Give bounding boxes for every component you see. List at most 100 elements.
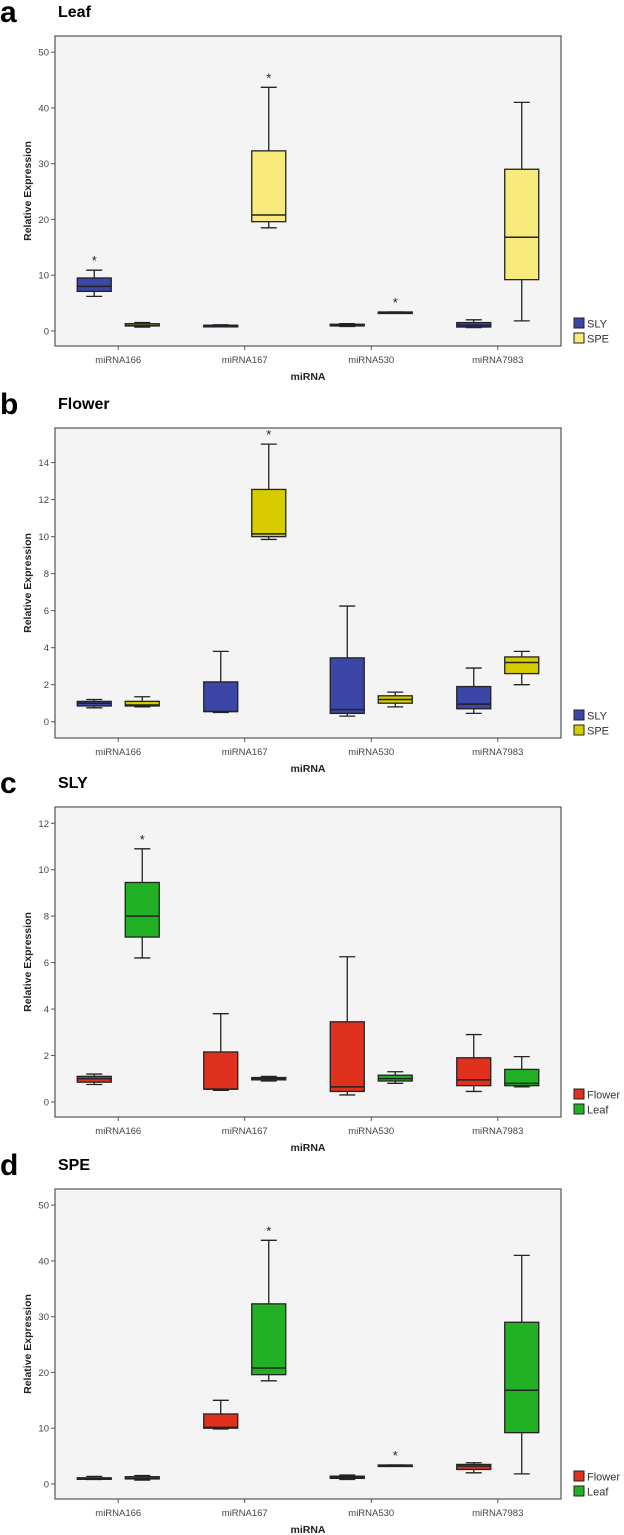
legend-label: SLY [587,319,608,331]
box-sly-mirna530 [329,605,365,717]
box-flower-mirna166 [76,1475,112,1481]
legend-swatch [573,1088,585,1100]
panel-label: b [0,388,19,421]
box-leaf-mirna530 [377,1071,413,1084]
box-flower-mirna167 [203,1399,239,1430]
y-tick-label: 2 [44,1051,49,1062]
x-tick-label: miRNA530 [348,1126,394,1137]
significance-asterisk: * [92,253,97,268]
significance-asterisk: * [266,70,271,85]
x-tick-label: miRNA166 [95,1508,141,1519]
y-tick-label: 8 [44,569,49,580]
y-tick-label: 20 [38,215,49,226]
significance-asterisk: * [266,1223,271,1238]
y-tick-label: 4 [44,643,49,654]
box-sly-mirna7983 [456,667,492,715]
y-tick-label: 10 [38,865,49,876]
boxplot-chart: 0 10 20 30 40 50 miRNA166 miRNA167 * miRNA530 * miR… [22,1188,620,1535]
box-leaf-mirna167 [251,1075,287,1082]
boxplot-chart: 0 2 4 6 8 10 12 14 miRNA166 miRNA167 * miRNA530 miRN… [22,427,609,774]
box-iqr [329,1021,365,1093]
y-tick-label: 10 [38,271,49,282]
y-tick-label: 12 [38,495,49,506]
box-sly-mirna166 [76,698,112,709]
y-tick-label: 30 [38,1312,49,1323]
box-flower-mirna166 [76,1073,112,1086]
x-tick-label: miRNA530 [348,1508,394,1519]
box-sly-mirna167 [203,650,239,714]
panel-c-sly: 0 2 4 6 8 10 12 miRNA166 * miRNA167 miRNA530 miRNA7… [0,767,624,1153]
box-iqr [504,168,540,281]
box-iqr [124,700,160,707]
box-flower-mirna167 [203,1013,239,1091]
box-leaf-mirna7983 [504,1254,540,1475]
significance-asterisk: * [266,427,271,442]
legend-label: SLY [587,711,608,723]
plot-area [54,1188,562,1500]
legend-swatch [573,709,585,721]
y-tick-label: 10 [38,1424,49,1435]
box-spe-mirna7983 [504,650,540,686]
significance-asterisk: * [393,295,398,310]
legend-label: SPE [587,334,609,346]
legend-label: Flower [587,1090,620,1102]
y-tick-label: 50 [38,1201,49,1212]
box-spe-mirna166 [124,321,160,328]
box-iqr [251,1303,287,1376]
legend-swatch [573,332,585,344]
y-tick-label: 10 [38,532,49,543]
x-tick-label: miRNA530 [348,355,394,366]
x-axis-label: miRNA [290,371,325,382]
box-flower-mirna530 [329,956,365,1096]
box-spe-mirna7983 [504,101,540,322]
x-axis-label: miRNA [290,1524,325,1535]
box-leaf-mirna166 [124,848,160,959]
legend-swatch [573,1470,585,1482]
legend-label: Flower [587,1472,620,1484]
legend-swatch [573,1103,585,1115]
box-spe-mirna167 [251,443,287,541]
y-axis-label: Relative Expression [22,533,34,633]
box-iqr [203,1051,239,1090]
y-axis-label: Relative Expression [22,912,34,1012]
x-tick-label: miRNA7983 [472,1126,523,1137]
y-tick-label: 8 [44,912,49,923]
box-leaf-mirna7983 [504,1055,540,1088]
chart-title: SPE [58,1157,91,1174]
box-iqr [504,1068,540,1087]
box-iqr [456,1057,492,1087]
box-sly-mirna167 [203,324,239,328]
plot-area [54,35,562,347]
y-tick-label: 6 [44,606,49,617]
y-tick-label: 0 [44,326,49,337]
legend-label: Leaf [587,1105,609,1117]
y-tick-label: 0 [44,1097,49,1108]
y-axis-label: Relative Expression [22,1294,34,1394]
y-tick-label: 50 [38,48,49,59]
box-iqr [456,685,492,710]
box-spe-mirna530 [377,311,413,315]
x-tick-label: miRNA530 [348,747,394,758]
x-tick-label: miRNA167 [222,1508,268,1519]
box-iqr [251,150,287,223]
panel-a-leaf: 0 10 20 30 40 50 miRNA166 * miRNA167 * miRNA530 * mi… [0,0,624,382]
y-tick-label: 2 [44,680,49,691]
panel-label: d [0,1149,19,1182]
box-iqr [504,1321,540,1434]
x-tick-label: miRNA167 [222,1126,268,1137]
y-tick-label: 6 [44,958,49,969]
box-sly-mirna7983 [456,319,492,329]
significance-asterisk: * [393,1448,398,1463]
x-tick-label: miRNA7983 [472,355,523,366]
box-leaf-mirna167 [251,1239,287,1382]
chart-title: Flower [58,396,110,413]
chart-title: SLY [58,775,88,792]
box-iqr [329,657,365,715]
y-tick-label: 12 [38,819,49,830]
y-tick-label: 40 [38,103,49,114]
y-tick-label: 20 [38,1368,49,1379]
x-tick-label: miRNA166 [95,747,141,758]
legend-swatch [573,724,585,736]
legend-swatch [573,317,585,329]
chart-title: Leaf [58,4,91,21]
